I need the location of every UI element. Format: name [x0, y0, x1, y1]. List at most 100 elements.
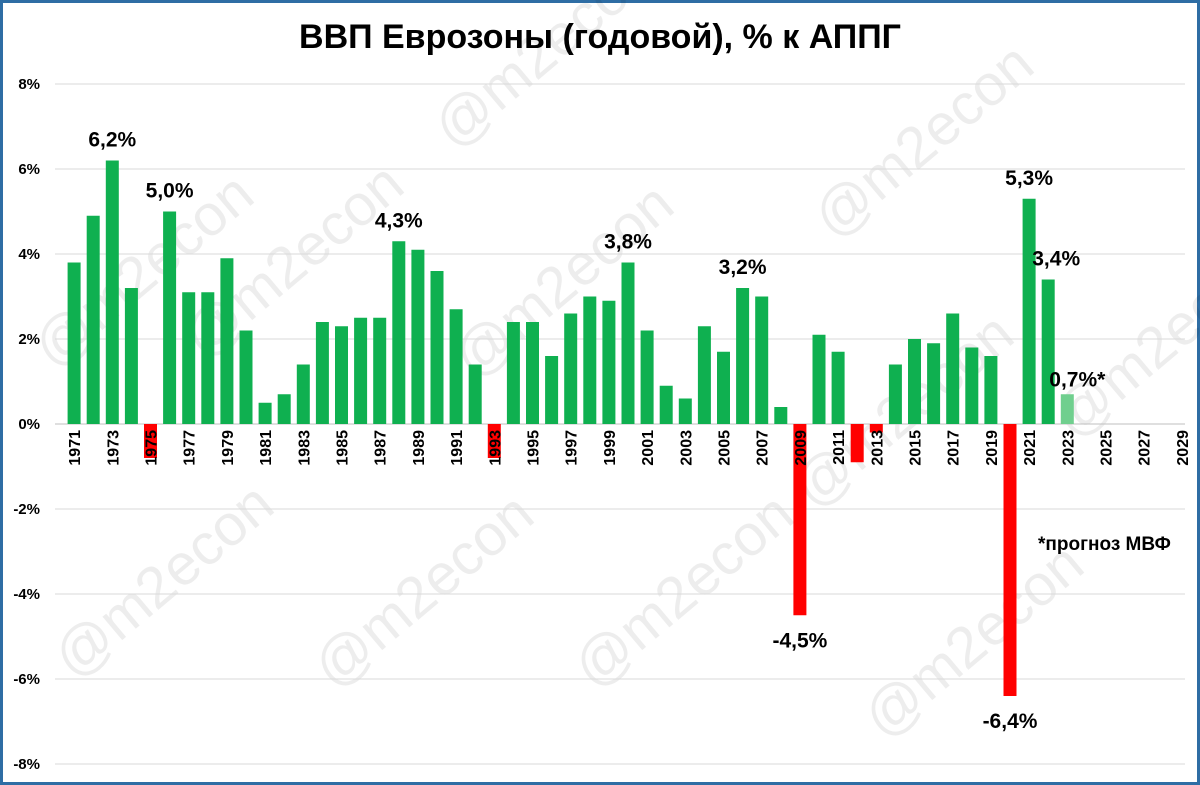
bar	[335, 326, 348, 424]
x-tick-label: 2021	[1022, 430, 1039, 466]
bar	[354, 317, 368, 424]
x-tick-label: 1995	[526, 430, 543, 466]
x-tick-label: 1977	[182, 430, 199, 466]
bar	[201, 292, 215, 424]
x-tick-label: 1987	[373, 430, 390, 466]
x-tick-label: 2023	[1060, 430, 1077, 466]
bar	[124, 288, 138, 424]
bar	[67, 262, 81, 424]
y-tick-label: 2%	[18, 331, 40, 348]
y-tick-label: 6%	[18, 161, 40, 178]
bar	[869, 424, 883, 433]
x-tick-label: 2001	[640, 430, 657, 466]
bar	[545, 356, 559, 424]
bar	[583, 296, 597, 424]
x-tick-label: 1989	[411, 430, 428, 466]
bar	[564, 313, 578, 424]
x-tick-label: 1985	[335, 430, 352, 466]
x-tick-label: 1983	[296, 430, 313, 466]
y-tick-label: 8%	[18, 76, 40, 93]
bar	[144, 424, 157, 458]
x-tick-label: 2013	[869, 430, 886, 466]
bar	[430, 271, 444, 424]
bar	[86, 215, 100, 424]
bar	[736, 288, 750, 424]
x-tick-label: 1997	[564, 430, 581, 466]
x-tick-label: 2011	[831, 430, 848, 465]
bar	[182, 292, 196, 424]
bar	[277, 394, 291, 424]
bar	[927, 343, 941, 424]
chart-title: ВВП Еврозоны (годовой), % к АППГ	[299, 18, 901, 56]
data-label: 3,8%	[604, 231, 652, 254]
bar	[449, 309, 463, 424]
data-label: 5,0%	[146, 180, 194, 203]
bar	[1003, 424, 1017, 696]
bar	[793, 424, 807, 616]
y-tick-label: -2%	[13, 501, 40, 518]
x-tick-label: 2015	[908, 430, 925, 466]
x-tick-label: 2007	[755, 430, 772, 466]
x-tick-label: 1991	[449, 430, 466, 466]
bar	[678, 398, 692, 424]
x-tick-label: 2025	[1099, 430, 1116, 466]
y-tick-label: -6%	[13, 671, 40, 688]
bar	[296, 364, 310, 424]
bar	[984, 356, 998, 424]
bar	[831, 351, 845, 424]
bar	[1060, 394, 1074, 424]
bar	[526, 322, 539, 424]
data-label: 3,2%	[719, 256, 767, 279]
data-label: 6,2%	[88, 129, 136, 152]
bar	[506, 322, 520, 424]
bar	[315, 322, 329, 424]
y-tick-label: -8%	[13, 756, 40, 773]
data-label: -6,4%	[983, 710, 1038, 733]
bar	[105, 160, 119, 424]
forecast-note: *прогноз МВФ	[1038, 534, 1171, 555]
bar	[640, 330, 654, 424]
bar	[946, 313, 960, 424]
bar	[888, 364, 902, 424]
x-tick-label: 2027	[1137, 430, 1154, 466]
bar	[220, 258, 234, 424]
bar	[908, 339, 921, 424]
bar	[392, 241, 406, 424]
data-label: 3,4%	[1032, 248, 1080, 271]
x-tick-label: 2019	[984, 430, 1001, 466]
bar	[850, 424, 864, 463]
x-tick-label: 1971	[67, 430, 84, 466]
bar	[163, 211, 177, 424]
x-tick-label: 2029	[1175, 430, 1192, 466]
y-tick-label: 0%	[18, 416, 40, 433]
x-tick-label: 2003	[678, 430, 695, 466]
x-tick-label: 2005	[717, 430, 734, 466]
x-tick-label: 2009	[793, 430, 810, 466]
bar	[812, 334, 826, 424]
bar	[659, 385, 673, 424]
bar	[411, 249, 425, 424]
data-label: 0,7%*	[1049, 368, 1106, 391]
bar	[774, 407, 788, 424]
bar	[1022, 198, 1036, 424]
bar	[755, 296, 769, 424]
bar	[468, 364, 482, 424]
x-tick-label: 1979	[220, 430, 237, 466]
data-label: -4,5%	[772, 629, 827, 652]
bar	[487, 424, 501, 458]
bar	[239, 330, 253, 424]
bar	[373, 317, 387, 424]
data-label: 5,3%	[1005, 167, 1053, 190]
bar	[602, 300, 616, 424]
x-tick-label: 1973	[105, 430, 122, 466]
bar	[697, 326, 711, 424]
x-tick-label: 1981	[258, 430, 275, 466]
bar	[717, 351, 730, 424]
data-label: 4,3%	[375, 209, 423, 232]
bar	[1041, 279, 1055, 424]
y-tick-label: 4%	[18, 246, 40, 263]
bar	[258, 402, 272, 424]
x-tick-label: 1975	[144, 430, 161, 466]
